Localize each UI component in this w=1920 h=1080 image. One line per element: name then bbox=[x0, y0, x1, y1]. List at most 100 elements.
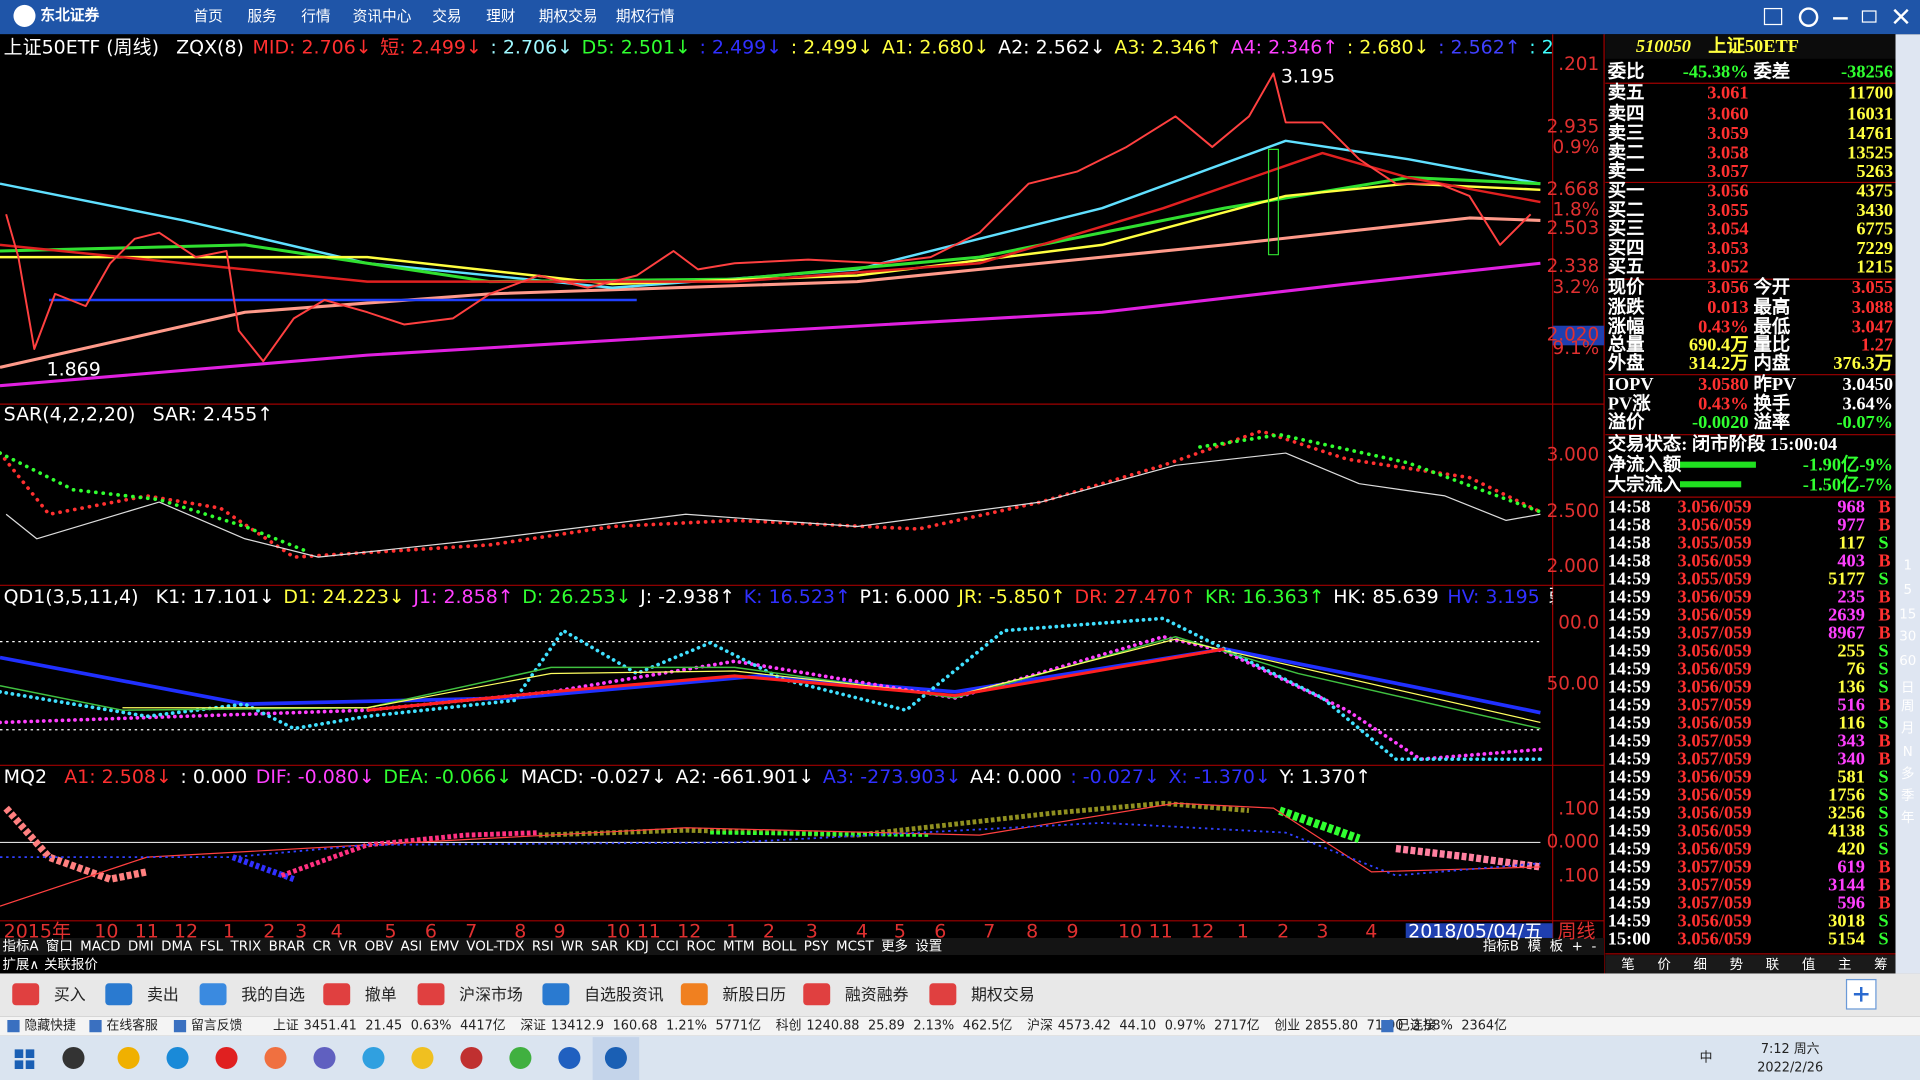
period-button[interactable]: N bbox=[1903, 745, 1913, 760]
quote-tab[interactable]: 笔 bbox=[1621, 957, 1634, 973]
menu-item[interactable]: 行情 bbox=[301, 8, 331, 25]
indicator-tab[interactable]: 窗口 bbox=[46, 938, 73, 955]
menu-item[interactable]: 期权交易 bbox=[539, 7, 598, 25]
indicator-tab[interactable]: - bbox=[1591, 940, 1596, 955]
menu-item[interactable]: 交易 bbox=[432, 7, 461, 25]
quote-tab[interactable]: 势 bbox=[1730, 957, 1743, 973]
taskbar-app[interactable] bbox=[313, 1046, 336, 1069]
quote-tab[interactable]: 联 bbox=[1766, 957, 1779, 973]
quote-tab[interactable]: 值 bbox=[1802, 957, 1815, 973]
indicator-tab[interactable]: BOLL bbox=[762, 940, 797, 955]
index-amount: 2717亿 bbox=[1214, 1019, 1260, 1034]
indicator-tab[interactable]: + bbox=[1572, 940, 1583, 955]
indicator-tab[interactable]: SAR bbox=[591, 940, 618, 955]
period-button[interactable]: 1 bbox=[1903, 559, 1912, 574]
toolbar-button[interactable]: 自选股资讯 bbox=[584, 985, 664, 1004]
indicator-tab[interactable]: MACD bbox=[80, 940, 120, 955]
quote-tab[interactable]: 细 bbox=[1693, 957, 1706, 973]
indicator-tab[interactable]: DMI bbox=[128, 940, 154, 955]
start-button[interactable] bbox=[14, 1049, 35, 1069]
period-button[interactable]: 季 bbox=[1901, 788, 1914, 804]
add-button[interactable] bbox=[1845, 978, 1877, 1010]
indicator-tab[interactable]: TRIX bbox=[230, 940, 262, 955]
period-button[interactable]: 60 bbox=[1899, 654, 1916, 669]
taskbar-app[interactable] bbox=[166, 1046, 189, 1069]
sub-tab[interactable]: 扩展∧ bbox=[2, 957, 39, 973]
toolbar-button[interactable]: 卖出 bbox=[147, 985, 179, 1004]
status-link[interactable]: 留言反馈 bbox=[191, 1019, 243, 1034]
indicator-tab[interactable]: CR bbox=[313, 940, 332, 955]
toolbar-button[interactable]: 沪深市场 bbox=[459, 985, 523, 1004]
indicator-tab[interactable]: MCST bbox=[836, 940, 875, 955]
indicator-tab[interactable]: ROC bbox=[686, 940, 715, 955]
menu-item[interactable]: 资讯中心 bbox=[353, 8, 412, 25]
indicator-tab[interactable]: 指标A bbox=[2, 939, 39, 955]
indicator-tab[interactable]: PSY bbox=[804, 940, 830, 955]
indicator-tab[interactable]: DMA bbox=[161, 940, 193, 955]
indicator-tab[interactable]: ASI bbox=[401, 940, 423, 955]
indicator-tab[interactable]: VOL-TDX bbox=[466, 940, 524, 955]
indicator-header: K: 16.523↑ bbox=[744, 586, 851, 608]
indicator-tab[interactable]: BRAR bbox=[269, 940, 306, 955]
indicator-tab[interactable]: 指标B bbox=[1483, 939, 1519, 955]
indicator-tab[interactable]: MTM bbox=[723, 940, 754, 955]
indicator-tab[interactable]: RSI bbox=[532, 940, 554, 955]
taskbar-app[interactable] bbox=[411, 1046, 434, 1069]
indicator-tab[interactable]: 更多 bbox=[881, 938, 908, 955]
x-label: 8 bbox=[1026, 920, 1038, 942]
taskbar-app[interactable] bbox=[558, 1046, 581, 1069]
indicator-tab[interactable]: 设置 bbox=[915, 939, 942, 955]
toolbar-button[interactable]: 新股日历 bbox=[722, 985, 786, 1004]
x-label: 6 bbox=[934, 920, 946, 942]
status-link[interactable]: 在线客服 bbox=[107, 1018, 159, 1034]
indicator-tab[interactable]: KDJ bbox=[626, 940, 649, 955]
period-button[interactable]: 年 bbox=[1901, 810, 1914, 826]
menu-item[interactable]: 首页 bbox=[193, 8, 222, 25]
menu-item[interactable]: 期权行情 bbox=[616, 8, 675, 25]
indicator-tab[interactable]: VR bbox=[339, 940, 358, 955]
toolbar-icon bbox=[929, 983, 957, 1006]
status-link[interactable]: 隐藏快捷 bbox=[24, 1019, 76, 1034]
menu-item[interactable]: 服务 bbox=[247, 8, 277, 25]
taskbar-app[interactable] bbox=[362, 1046, 385, 1069]
quote-tab[interactable]: 价 bbox=[1657, 958, 1671, 973]
toolbar-button[interactable]: 我的自选 bbox=[241, 985, 305, 1004]
period-button[interactable]: 30 bbox=[1899, 630, 1916, 645]
period-button[interactable]: 5 bbox=[1903, 583, 1912, 598]
indicator-tab[interactable]: CCI bbox=[656, 940, 679, 955]
taskbar-app[interactable] bbox=[264, 1046, 287, 1069]
indicator-tab[interactable]: EMV bbox=[430, 940, 460, 955]
period-button[interactable]: 月 bbox=[1901, 722, 1914, 737]
indicator-tab[interactable]: 模 bbox=[1528, 939, 1541, 955]
indicator-tab[interactable]: FSL bbox=[200, 940, 224, 955]
period-button[interactable]: 周 bbox=[1901, 700, 1914, 715]
x-highlight: 2018/05/04/五 bbox=[1408, 920, 1543, 942]
period-button[interactable]: 多 bbox=[1901, 765, 1914, 782]
toolbar-button[interactable]: 撤单 bbox=[365, 985, 397, 1004]
taskbar-app[interactable] bbox=[62, 1046, 85, 1069]
taskbar-app[interactable] bbox=[215, 1046, 238, 1069]
grid-button[interactable] bbox=[1763, 7, 1783, 26]
indicator-tab[interactable]: OBV bbox=[365, 940, 394, 955]
close-button[interactable] bbox=[1893, 8, 1909, 25]
x-highlight-box bbox=[1405, 923, 1553, 940]
period-button[interactable]: 15 bbox=[1899, 608, 1916, 623]
quote-tab[interactable]: 主 bbox=[1838, 957, 1851, 973]
toolbar-button[interactable]: 融资融券 bbox=[845, 985, 909, 1004]
taskbar-app[interactable] bbox=[117, 1046, 140, 1069]
sub-tab[interactable]: 关联报价 bbox=[44, 957, 98, 973]
period-button[interactable]: 日 bbox=[1901, 681, 1914, 696]
taskbar-app[interactable] bbox=[509, 1046, 532, 1069]
indicator-tab[interactable]: WR bbox=[561, 940, 584, 955]
book-volume: 7229 bbox=[1856, 238, 1893, 258]
taskbar-app[interactable] bbox=[460, 1046, 483, 1069]
restore-button[interactable] bbox=[1861, 10, 1877, 23]
toolbar-button[interactable]: 期权交易 bbox=[971, 985, 1035, 1004]
toolbar-button[interactable]: 买入 bbox=[54, 985, 86, 1004]
settings-button[interactable] bbox=[1798, 7, 1819, 27]
input-method[interactable]: 中 bbox=[1700, 1050, 1713, 1065]
menu-item[interactable]: 理财 bbox=[486, 8, 515, 25]
taskbar-app[interactable] bbox=[604, 1046, 627, 1069]
indicator-tab[interactable]: 板 bbox=[1550, 939, 1563, 955]
quote-tab[interactable]: 筹 bbox=[1874, 956, 1887, 973]
